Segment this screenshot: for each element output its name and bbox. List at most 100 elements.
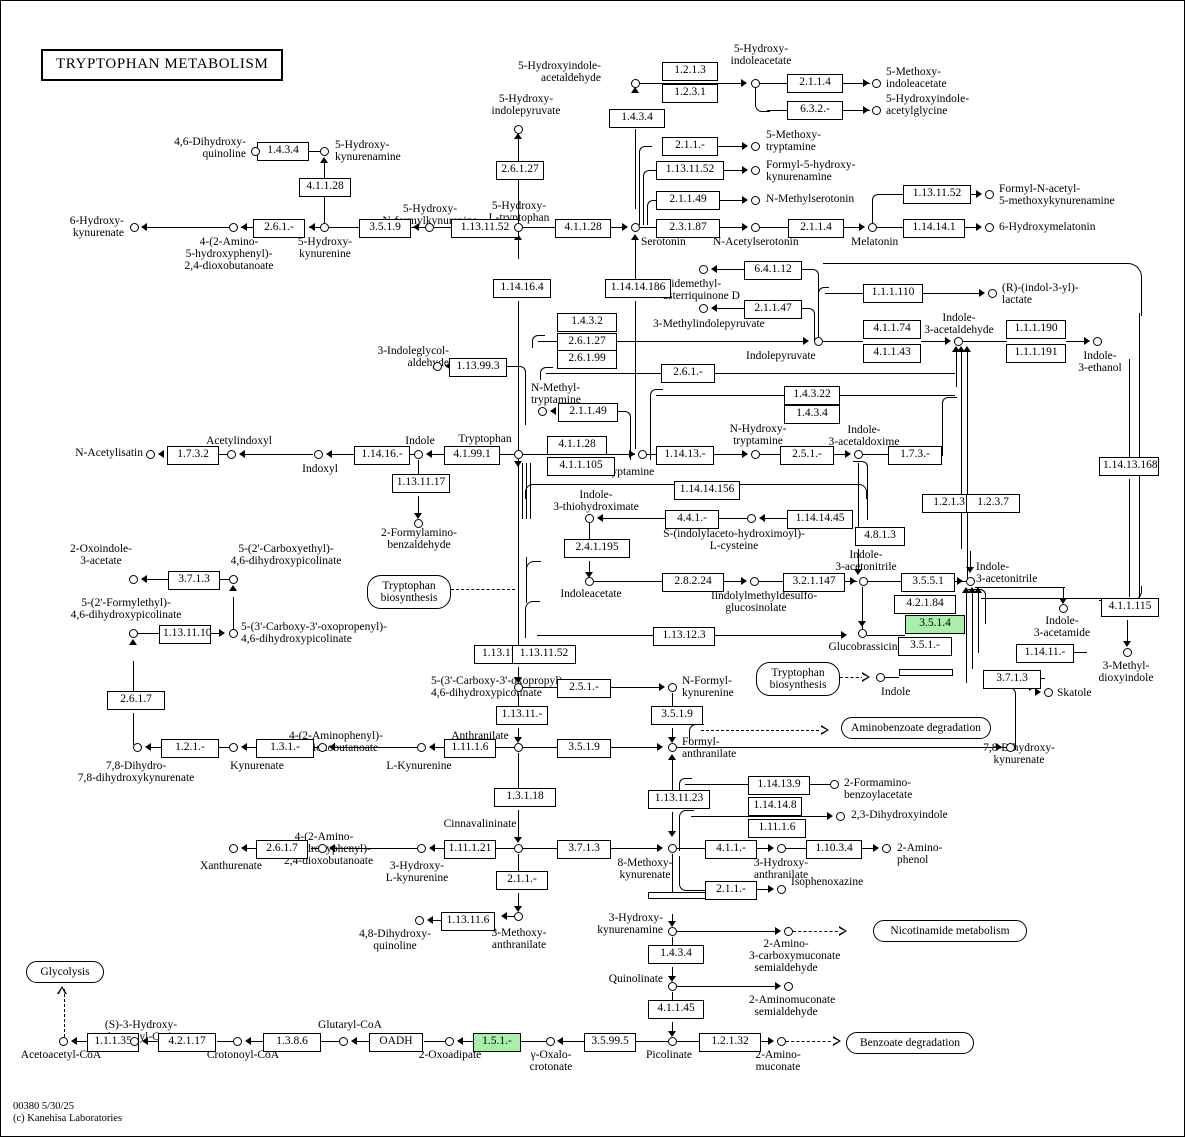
compound-node-indolepyruvate[interactable] (814, 337, 823, 346)
compound-node-indole-3-acetaldoxime[interactable] (854, 450, 863, 459)
enzyme-1.14.16.4[interactable]: 1.14.16.4 (493, 279, 551, 298)
compound-node-5-hydroxyindolepyruvate[interactable] (514, 125, 523, 134)
enzyme-1.14.14.186[interactable]: 1.14.14.186 (605, 279, 671, 298)
enzyme-2.6.1-5-hydroxykynurenine[interactable]: 2.6.1.- (253, 219, 305, 238)
enzyme-2.1.1-5-methoxytryptamine[interactable]: 2.1.1.- (662, 137, 718, 156)
enzyme-1.3.1.18[interactable]: 1.2.1.- (161, 739, 219, 758)
enzyme-1.4.3.4-top[interactable]: 1.4.3.4 (609, 109, 665, 128)
map-link-aminobenzoate-degradation[interactable]: Aminobenzoate degradation (841, 717, 991, 739)
enzyme-2.1.1.4-top[interactable]: 2.1.1.4 (787, 74, 843, 93)
enzyme-1.13.11[interactable]: 3.7.1.3 (983, 670, 1041, 689)
enzyme-1.4.3.4-dihydroxyquinoline[interactable]: 1.4.3.4 (257, 142, 309, 161)
enzyme-1.4.3.22[interactable]: 1.4.3.22 (784, 386, 840, 405)
compound-node-skatole[interactable] (1123, 648, 1132, 657)
compound-node-4-6-dihydroxyquinoline[interactable] (251, 147, 260, 156)
enzyme-1.10.3.4[interactable]: 1.10.3.4 (806, 840, 862, 859)
compound-node-indole-3-thiohydroximate[interactable] (585, 514, 594, 523)
enzyme-2.6.1.7-xanthurenate[interactable]: 1.11.1.21 (444, 840, 496, 859)
enzyme-3.5.1.4[interactable]: 3.5.1.4 (905, 615, 965, 634)
compound-node-5-hydroxyindoleacetylglycine[interactable] (872, 106, 881, 115)
compound-node-xanthurenate[interactable] (318, 844, 327, 853)
compound-node-formyl-n-acetyl-5-methoxykynurenamine[interactable] (985, 190, 994, 199)
enzyme-2.1.1.49-n-methylserotonin[interactable]: 2.1.1.49 (656, 191, 720, 210)
enzyme-1.13.11.52-formyl-5-hydroxykynurenamine[interactable]: 1.13.11.52 (656, 161, 724, 180)
compound-node-serotonin[interactable] (631, 223, 640, 232)
compound-node-2-aminomuconate[interactable] (668, 1037, 677, 1046)
compound-node-indoxyl[interactable] (314, 450, 323, 459)
compound-node-3-methoxyanthranilate[interactable] (777, 885, 786, 894)
enzyme-1.13.11.52-5-hydroxy[interactable]: 1.13.11.52 (451, 219, 519, 238)
compound-node-glutaryl-coa[interactable] (445, 1037, 454, 1046)
enzyme-4.8.1.3[interactable]: 4.8.1.3 (855, 527, 905, 546)
enzyme-1.13.11.17[interactable]: 1.13.11.17 (392, 474, 450, 493)
enzyme-3.5.1.9-5-hydroxy[interactable]: 3.5.1.9 (359, 219, 411, 238)
enzyme-2.1.1.4-melatonin[interactable]: 2.1.1.4 (788, 219, 844, 238)
enzyme-1.4.3.4-tryptamine[interactable]: 1.4.3.4 (784, 405, 840, 424)
enzyme-1.13.11.23[interactable]: 1.14.13.9 (748, 776, 810, 795)
enzyme-6.3.2[interactable]: 6.3.2.- (787, 101, 843, 120)
enzyme-4.1.1-2-aminophenol[interactable]: 4.1.1.- (705, 840, 757, 859)
compound-node-4-2-amino-3-hydroxyphenyl[interactable] (417, 844, 426, 853)
compound-node-indole-biosynthesis[interactable] (876, 673, 885, 682)
enzyme-1.2.3.7[interactable]: 1.2.3.7 (966, 494, 1020, 513)
enzyme-6.4.1.12[interactable]: 6.4.1.12 (744, 261, 802, 280)
enzyme-4.1.99.1[interactable]: 4.1.99.1 (444, 446, 500, 465)
enzyme-1.14.99.2[interactable]: 1.3.1.- (256, 739, 314, 758)
compound-node-5-methoxytryptamine[interactable] (751, 142, 760, 151)
compound-node-glucobrassicin[interactable] (750, 577, 759, 586)
enzyme-2.4.1.195[interactable]: 2.4.1.195 (564, 539, 630, 558)
compound-node-indole-3-ethanol[interactable] (1093, 337, 1102, 346)
compound-node-quinolinate[interactable] (784, 927, 793, 936)
enzyme-1.1.1.35[interactable]: 4.2.1.17 (158, 1033, 216, 1052)
compound-node-crotonoyl-coa[interactable] (339, 1037, 348, 1046)
compound-node-acetyl-coa[interactable] (59, 1037, 68, 1046)
enzyme-4.1.1.28-serotonin[interactable]: 4.1.1.28 (555, 219, 611, 238)
compound-node-n-methyltryptamine[interactable] (538, 407, 547, 416)
compound-node-8-methoxykynurenate[interactable] (229, 844, 238, 853)
enzyme-1.14.14.156[interactable]: 1.14.14.156 (674, 481, 740, 500)
enzyme-2.1.1.49-tryptamine[interactable]: 2.1.1.49 (558, 403, 618, 422)
enzyme-3.5.1.9-anthranilate[interactable]: 3.5.1.9 (651, 706, 703, 725)
enzyme-1.2.1.32[interactable]: 4.1.1.45 (648, 1000, 704, 1019)
compound-node-5-3-carboxy-3-oxopropenyl[interactable] (129, 629, 138, 638)
enzyme-4.1.1-3-hydroxykynurenamine[interactable]: 2.1.1.- (496, 871, 548, 890)
compound-node-tryptamine[interactable] (638, 450, 647, 459)
compound-node-4-2-amino-5-hydroxyphenyl[interactable] (229, 223, 238, 232)
compound-node-78-dihydro-78-dihydroxykynurenate[interactable] (229, 743, 238, 752)
enzyme-1.3.1[interactable]: 1.13.11.10 (159, 625, 211, 644)
compound-node-cinnavalininate[interactable] (836, 812, 845, 821)
compound-node-48-dihydroxyquinoline[interactable] (415, 916, 424, 925)
compound-node-didemethylasterriquinone-d[interactable] (699, 265, 708, 274)
compound-node-gamma-oxalocrotonate[interactable] (777, 1037, 786, 1046)
enzyme-2.6.1.27-indolepyruvate[interactable]: 2.6.1.27 (557, 333, 617, 352)
enzyme-2.8.2.24[interactable]: 2.8.2.24 (662, 573, 724, 592)
compound-node-2-aminophenol[interactable] (777, 844, 786, 853)
enzyme-oadh[interactable]: 1.5.1.- (473, 1033, 521, 1052)
compound-node-5-hydroxykynurenine[interactable] (320, 223, 329, 232)
compound-node-acetylindoxyl[interactable] (227, 450, 236, 459)
enzyme-1.14.14.45[interactable]: 1.14.14.45 (787, 510, 853, 529)
compound-node-3-methylindolepyruvate[interactable] (699, 304, 708, 313)
enzyme-1.13.11.10[interactable]: 2.6.1.7 (107, 691, 165, 710)
compound-node-n-acetylserotonin[interactable] (751, 223, 760, 232)
enzyme-1.14.11[interactable]: 1.14.11.- (1016, 644, 1074, 663)
compound-node-indoleacetate[interactable] (966, 577, 975, 586)
enzyme-4.4.1[interactable]: 4.4.1.- (665, 510, 719, 529)
compound-node-anthranilate[interactable] (668, 743, 677, 752)
enzyme-4.1.1.115[interactable]: 4.1.1.115 (1101, 598, 1159, 617)
enzyme-1.13.12.3[interactable]: 1.13.12.3 (653, 627, 715, 646)
compound-node-kynurenate[interactable] (318, 743, 327, 752)
enzyme-1.2.1.3[interactable]: 1.2.1.3 (662, 62, 718, 81)
compound-node-acetoacetyl-coa[interactable] (130, 1037, 139, 1046)
enzyme-2.3.1.9[interactable]: 1.1.1.35 (87, 1033, 139, 1052)
compound-node-s-3-hydroxybutanoyl-coa[interactable] (233, 1037, 242, 1046)
map-link-tryptophan-biosynthesis-2[interactable]: Tryptophan biosynthesis (756, 662, 840, 696)
compound-node-5-hydroxy-l-tryptophan[interactable] (514, 223, 523, 232)
compound-node-iindolylmethyldesulfoglucosinolate[interactable] (585, 577, 594, 586)
compound-node-5-hydroxy-n-formylkynurenine[interactable] (425, 223, 434, 232)
enzyme-2.6.1.99[interactable]: 2.6.1.99 (557, 350, 617, 369)
compound-node-6-hydroxykynurenate[interactable] (130, 223, 139, 232)
enzyme-1.4.3.4-48-dihydroxyquinoline[interactable]: 1.13.11.6 (441, 912, 495, 931)
compound-node-23-dihydroxyindole[interactable] (830, 780, 839, 789)
enzyme-4.1.1.28-5-hydroxykynurenamine[interactable]: 4.1.1.28 (299, 178, 351, 197)
